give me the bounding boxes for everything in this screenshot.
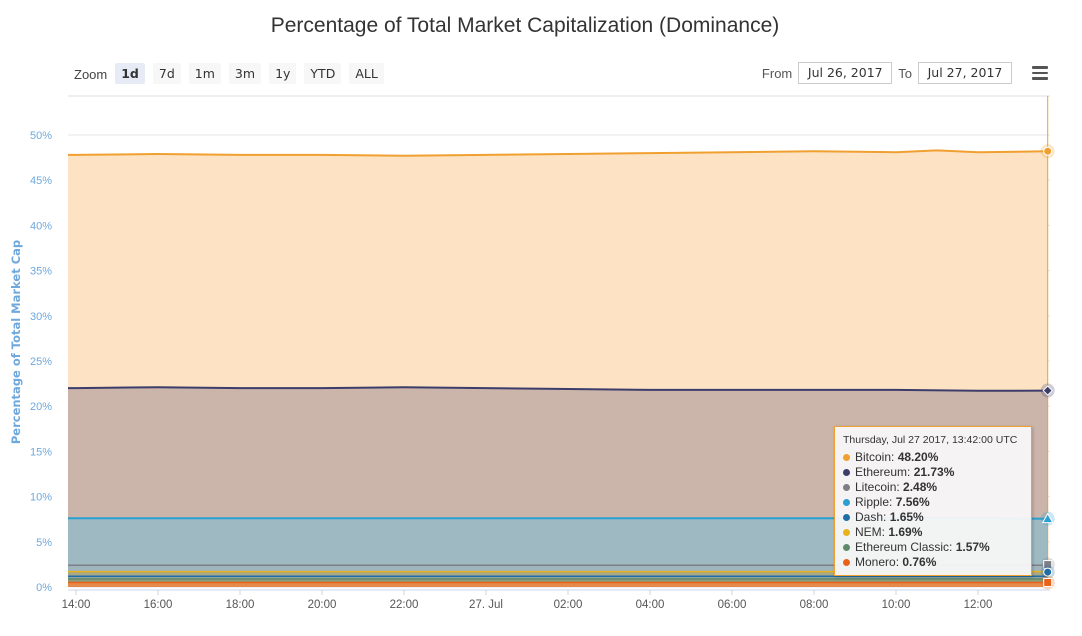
y-tick-label: 50% xyxy=(30,130,52,142)
y-tick-label: 10% xyxy=(30,492,52,504)
tooltip-row-ethereum: Ethereum: 21.73% xyxy=(843,465,1023,480)
from-label: From xyxy=(761,65,793,81)
tooltip-series-name: Monero: xyxy=(855,555,903,569)
tooltip-series-name: Dash: xyxy=(855,510,890,524)
chart-title: Percentage of Total Market Capitalizatio… xyxy=(270,14,780,37)
tooltip-series-name: Ripple: xyxy=(855,495,896,509)
y-tick-label: 25% xyxy=(30,356,52,368)
tooltip-series-value: 0.76% xyxy=(902,555,937,569)
series-dot-icon xyxy=(843,544,850,551)
y-tick-label: 40% xyxy=(30,220,52,232)
range-button-3m[interactable]: 3m xyxy=(228,62,262,84)
tooltip-row-dash: Dash: 1.65% xyxy=(843,510,1023,525)
series-dot-icon xyxy=(843,529,850,536)
tooltip-series-name: Ethereum: xyxy=(855,465,914,479)
x-tick-label: 18:00 xyxy=(226,599,255,611)
y-tick-label: 20% xyxy=(30,401,52,413)
tooltip-series-value: 1.69% xyxy=(888,525,923,539)
x-tick-label: 04:00 xyxy=(636,599,665,611)
tooltip-series-value: 1.57% xyxy=(955,540,990,554)
chart-tooltip: Thursday, Jul 27 2017, 13:42:00 UTC Bitc… xyxy=(834,426,1032,576)
tooltip-series-value: 48.20% xyxy=(897,450,939,464)
series-dot-icon xyxy=(843,469,850,476)
y-axis-title: Percentage of Total Market Cap xyxy=(9,240,23,444)
x-tick-label: 02:00 xyxy=(554,599,583,611)
x-tick-label: 12:00 xyxy=(964,599,993,611)
tooltip-series-value: 21.73% xyxy=(913,465,955,479)
series-dot-icon xyxy=(843,559,850,566)
from-date-input[interactable]: Jul 26, 2017 xyxy=(798,62,893,84)
series-dot-icon xyxy=(843,484,850,491)
line-ethereum xyxy=(68,386,1048,392)
tooltip-series-name: NEM: xyxy=(855,525,889,539)
area-edge-ripple xyxy=(68,518,76,587)
marker-ripple xyxy=(1041,512,1054,524)
marker-bitcoin xyxy=(1043,146,1053,156)
tooltip-row-ripple: Ripple: 7.56% xyxy=(843,495,1023,510)
area-edge-bitcoin xyxy=(68,154,76,587)
y-tick-label: 15% xyxy=(30,446,52,458)
x-tick-label: 14:00 xyxy=(62,599,91,611)
tooltip-row-nem: NEM: 1.69% xyxy=(843,525,1023,540)
y-tick-label: 30% xyxy=(30,311,52,323)
x-tick-label: 08:00 xyxy=(800,599,829,611)
y-tick-label: 5% xyxy=(36,537,52,549)
tooltip-header: Thursday, Jul 27 2017, 13:42:00 UTC xyxy=(843,434,1018,446)
series-dot-icon xyxy=(843,454,850,461)
tooltip-row-litecoin: Litecoin: 2.48% xyxy=(843,480,1023,495)
tooltip-series-value: 2.48% xyxy=(903,480,938,494)
range-button-all[interactable]: ALL xyxy=(349,62,384,84)
to-date-input[interactable]: Jul 27, 2017 xyxy=(918,62,1012,84)
hamburger-menu-icon[interactable] xyxy=(1032,66,1048,80)
series-dot-icon xyxy=(843,499,850,506)
range-selector: Zoom 1d 7d 1m 3m 1y YTD ALL xyxy=(74,62,392,84)
x-tick-label: 16:00 xyxy=(144,599,173,611)
tooltip-series-name: Ethereum Classic: xyxy=(855,540,956,554)
area-monero xyxy=(76,582,1048,587)
marker-monero xyxy=(1043,577,1053,587)
x-tick-label: 06:00 xyxy=(718,599,747,611)
line-bitcoin xyxy=(68,149,1048,157)
to-label: To xyxy=(898,65,912,81)
x-tick-label: 27. Jul xyxy=(469,599,503,611)
range-button-1m[interactable]: 1m xyxy=(188,62,221,84)
y-tick-label: 0% xyxy=(36,582,52,594)
marker-dash xyxy=(1043,567,1053,577)
range-button-7d[interactable]: 7d xyxy=(152,62,181,84)
x-tick-label: 10:00 xyxy=(882,599,911,611)
tooltip-row-monero: Monero: 0.76% xyxy=(843,555,1023,570)
x-tick-label: 20:00 xyxy=(308,599,337,611)
tooltip-row-bitcoin: Bitcoin: 48.20% xyxy=(843,450,1023,465)
y-tick-label: 45% xyxy=(30,175,52,187)
x-tick-label: 22:00 xyxy=(390,599,419,611)
y-tick-label: 35% xyxy=(30,266,52,278)
tooltip-series-name: Bitcoin: xyxy=(855,450,898,464)
series-dot-icon xyxy=(843,514,850,521)
tooltip-series-value: 1.65% xyxy=(889,510,924,524)
range-button-1d[interactable]: 1d xyxy=(115,62,145,84)
marker-ethereum xyxy=(1042,385,1053,396)
zoom-label: Zoom xyxy=(74,66,108,82)
range-button-1y[interactable]: 1y xyxy=(269,62,297,84)
date-range: From Jul 26, 2017 To Jul 27, 2017 xyxy=(756,62,1012,84)
range-button-ytd[interactable]: YTD xyxy=(304,62,342,84)
area-edge-ethereum xyxy=(68,388,76,587)
area-edge-monero xyxy=(68,582,76,587)
tooltip-series-name: Litecoin: xyxy=(855,480,904,494)
tooltip-series-value: 7.56% xyxy=(895,495,930,509)
tooltip-row-ethereum-classic: Ethereum Classic: 1.57% xyxy=(843,540,1023,555)
